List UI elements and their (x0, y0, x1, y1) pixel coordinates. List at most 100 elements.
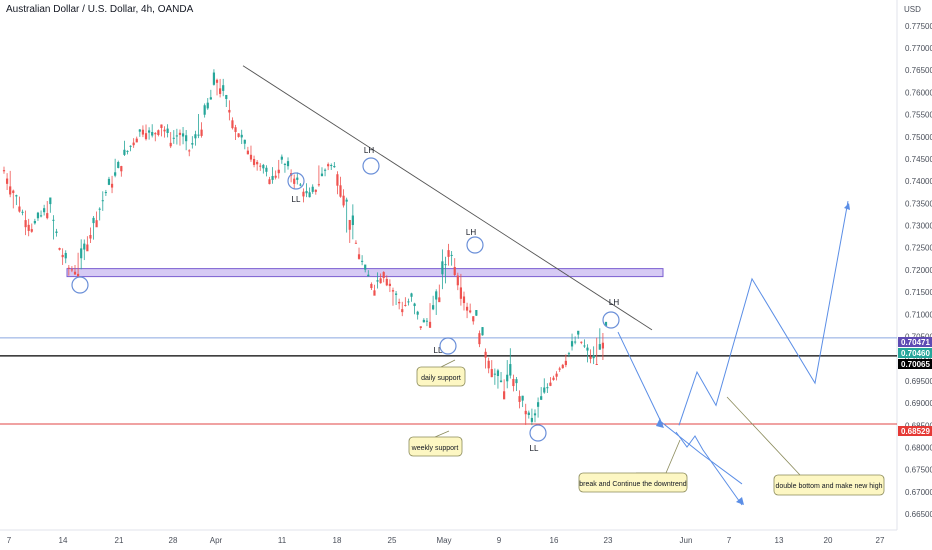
candle-body (370, 283, 373, 289)
candle-body (543, 387, 546, 393)
candle-body (172, 137, 175, 139)
note-break-downtrend[interactable]: break and Continue the downtrend (578, 439, 688, 493)
y-tick-label: 0.74500 (905, 155, 932, 164)
x-tick-label: 20 (824, 536, 833, 545)
swing-circle-ll-1[interactable] (287, 172, 305, 190)
candle-body (129, 145, 132, 147)
y-tick-label: 0.72000 (905, 266, 932, 275)
candle-body (317, 184, 320, 186)
note-daily-text: daily support (421, 375, 461, 382)
candle-body (64, 252, 67, 259)
candle-body (120, 166, 123, 172)
candle-body (305, 191, 308, 194)
y-tick-label: 0.68500 (905, 421, 932, 430)
candle-body (530, 417, 534, 422)
y-tick-label: 0.68000 (905, 444, 932, 453)
y-tick-label: 0.71500 (905, 288, 932, 297)
candle-body (394, 293, 398, 295)
candle-body (27, 224, 30, 231)
candle-body (175, 135, 178, 137)
candle-body (271, 175, 274, 180)
candle-body (225, 94, 228, 99)
candle-body (475, 310, 478, 316)
candle-body (450, 254, 453, 256)
swing-circle-lh-3[interactable] (602, 311, 620, 329)
candle-body (577, 330, 580, 335)
swing-circle-lh-2[interactable] (466, 236, 484, 254)
x-tick-label: 27 (876, 536, 885, 545)
candle-body (348, 219, 351, 230)
candle-body (256, 161, 259, 165)
projection-zigzag[interactable] (675, 431, 743, 506)
candle-body (110, 183, 114, 188)
candle-body (311, 186, 314, 192)
y-tick-label: 0.73500 (905, 199, 932, 208)
candle-body (354, 242, 358, 244)
candle-body (49, 197, 52, 205)
candle-body (428, 321, 432, 328)
swing-circle-lh-1[interactable] (362, 157, 380, 175)
candle-body (499, 380, 503, 383)
candle-body (52, 219, 55, 221)
candle-body (564, 360, 567, 366)
price-badges: 0.70471 0.70460 0.70065 0.68529 (898, 337, 932, 436)
label-lh-3: LH (609, 298, 619, 307)
candle-body (425, 320, 429, 322)
time-axis[interactable]: 7 14 21 28 Apr 11 18 25 May 9 16 23 Jun 7 13 20 27 (7, 536, 885, 545)
candle-body (447, 250, 450, 257)
swing-circle-ll-3[interactable] (529, 424, 547, 442)
candle-body (469, 310, 472, 313)
price-axis[interactable]: 0.77500 0.77000 0.76500 0.76000 0.75500 0.750… (905, 22, 932, 519)
note-double-bottom[interactable]: double bottom and make new high (726, 396, 885, 496)
candle-body (333, 166, 336, 168)
candle-body (283, 163, 287, 165)
candle-body (558, 368, 561, 370)
candle-body (246, 150, 249, 155)
x-tick-label: 18 (333, 536, 342, 545)
price-badge (898, 348, 932, 358)
candle-body (595, 363, 598, 365)
candle-body (55, 231, 58, 233)
projection-path-down[interactable] (617, 331, 743, 485)
chart-title: Australian Dollar / U.S. Dollar, 4h, OAN… (6, 4, 194, 15)
note-weekly-support[interactable]: weekly support (408, 430, 463, 457)
candle-body (422, 319, 425, 323)
label-ll-1: LL (292, 195, 301, 204)
x-tick-label: Jun (680, 536, 693, 545)
y-tick-label: 0.69500 (905, 377, 932, 386)
candle-body (465, 306, 469, 311)
note-weekly-text: weekly support (411, 445, 459, 452)
downtrend-line[interactable] (242, 65, 653, 331)
price-badge-label: 0.70065 (901, 360, 930, 369)
candle-body (570, 341, 574, 347)
candle-body (367, 274, 370, 277)
candle-body (598, 344, 601, 350)
y-tick-label: 0.66500 (905, 510, 932, 519)
candle-body (194, 134, 197, 139)
candle-body (265, 167, 268, 172)
candle-body (540, 396, 543, 400)
candle-body (117, 162, 120, 168)
candle-body (73, 271, 77, 275)
candle-body (286, 161, 290, 167)
candle-body (104, 192, 107, 194)
note-daily-support[interactable]: daily support (416, 359, 466, 387)
projection-path-scenario[interactable] (678, 201, 849, 426)
candle-body (407, 301, 410, 303)
candle-body (512, 378, 515, 387)
swing-circle-ll-2[interactable] (439, 337, 457, 355)
candle-body (2, 170, 6, 172)
candle-body (268, 179, 271, 185)
candle-body (296, 177, 299, 180)
candle-body (314, 189, 317, 192)
candle-body (459, 287, 463, 299)
swing-circle-zone[interactable] (71, 276, 89, 294)
candle-body (89, 234, 92, 239)
candle-body (123, 149, 126, 155)
label-ll-2: LL (434, 346, 443, 355)
candle-body (200, 129, 203, 136)
candle-body (277, 169, 280, 174)
candle-body (228, 109, 231, 113)
